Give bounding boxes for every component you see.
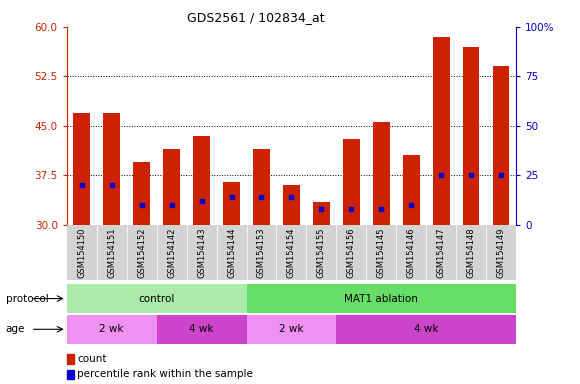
Text: GDS2561 / 102834_at: GDS2561 / 102834_at xyxy=(187,12,324,25)
Bar xyxy=(157,315,246,344)
Text: GSM154147: GSM154147 xyxy=(437,227,446,278)
Bar xyxy=(103,113,120,225)
Bar xyxy=(373,122,390,225)
Text: GSM154155: GSM154155 xyxy=(317,227,326,278)
Text: GSM154150: GSM154150 xyxy=(77,227,86,278)
Bar xyxy=(463,47,480,225)
Bar xyxy=(493,66,509,225)
Bar xyxy=(433,37,450,225)
Bar xyxy=(336,315,516,344)
Text: percentile rank within the sample: percentile rank within the sample xyxy=(77,369,253,379)
Text: GSM154154: GSM154154 xyxy=(287,227,296,278)
Text: GSM154143: GSM154143 xyxy=(197,227,206,278)
Bar xyxy=(164,149,180,225)
Text: GSM154146: GSM154146 xyxy=(407,227,416,278)
Text: GSM154148: GSM154148 xyxy=(467,227,476,278)
Text: GSM154151: GSM154151 xyxy=(107,227,116,278)
Text: 4 wk: 4 wk xyxy=(414,324,438,334)
Text: MAT1 ablation: MAT1 ablation xyxy=(345,293,418,304)
Bar xyxy=(74,113,90,225)
Text: GSM154142: GSM154142 xyxy=(167,227,176,278)
Text: GSM154149: GSM154149 xyxy=(496,227,506,278)
Bar xyxy=(67,315,157,344)
Bar xyxy=(403,156,419,225)
Text: GSM154153: GSM154153 xyxy=(257,227,266,278)
Bar xyxy=(223,182,240,225)
Text: age: age xyxy=(6,324,25,334)
Bar xyxy=(246,315,336,344)
Text: 2 wk: 2 wk xyxy=(99,324,124,334)
Bar xyxy=(313,202,329,225)
Text: GSM154144: GSM154144 xyxy=(227,227,236,278)
Bar xyxy=(283,185,300,225)
Text: protocol: protocol xyxy=(6,293,49,304)
Text: GSM154145: GSM154145 xyxy=(377,227,386,278)
Text: GSM154156: GSM154156 xyxy=(347,227,356,278)
Bar xyxy=(133,162,150,225)
Bar xyxy=(193,136,210,225)
Bar xyxy=(253,149,270,225)
Bar xyxy=(67,284,246,313)
Text: count: count xyxy=(77,354,107,364)
Text: 2 wk: 2 wk xyxy=(279,324,304,334)
Bar xyxy=(246,284,516,313)
Text: control: control xyxy=(139,293,175,304)
Text: 4 wk: 4 wk xyxy=(189,324,214,334)
Bar xyxy=(343,139,360,225)
Text: GSM154152: GSM154152 xyxy=(137,227,146,278)
